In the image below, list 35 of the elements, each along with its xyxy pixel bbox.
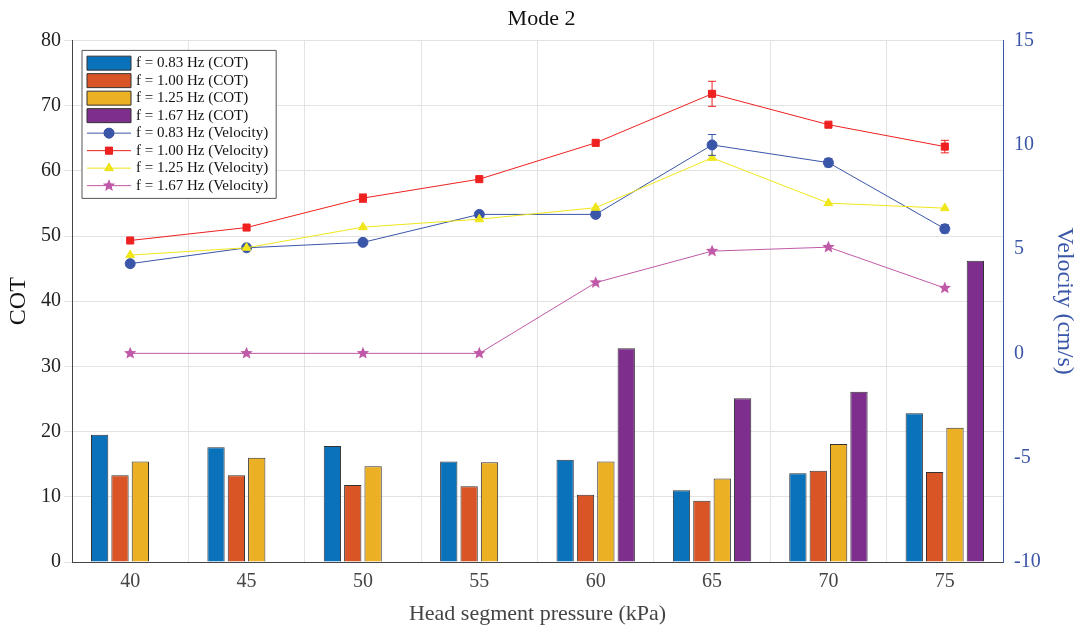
y-tick-label: 60 xyxy=(41,158,61,181)
legend-label: f = 1.25 Hz (COT) xyxy=(136,89,249,107)
x-tick-label: 55 xyxy=(469,569,490,592)
x-tick-label: 60 xyxy=(585,569,606,592)
legend-label: f = 1.25 Hz (Velocity) xyxy=(136,159,269,177)
y-tick-label: 70 xyxy=(41,92,61,115)
legend-label: f = 0.83 Hz (COT) xyxy=(136,54,249,72)
y2-tick-label: 10 xyxy=(1014,131,1034,154)
x-tick-label: 45 xyxy=(236,569,257,592)
y2-tick-label: 0 xyxy=(1014,340,1024,363)
x-tick-label: 50 xyxy=(352,569,373,592)
legend-label: f = 1.67 Hz (Velocity) xyxy=(136,176,269,194)
legend-label: f = 0.83 Hz (Velocity) xyxy=(136,124,269,142)
y2-tick-label: -5 xyxy=(1014,444,1031,467)
x-tick-label: 75 xyxy=(934,569,955,592)
legend-label: f = 1.67 Hz (COT) xyxy=(136,106,249,124)
y-tick-label: 80 xyxy=(41,27,61,50)
y2-tick-label: 15 xyxy=(1014,27,1034,50)
x-axis-title: Head segment pressure (kPa) xyxy=(408,599,667,625)
chart-title: Mode 2 xyxy=(507,4,576,30)
y-tick-label: 10 xyxy=(41,484,61,507)
y2-tick-label: 5 xyxy=(1014,236,1024,259)
x-tick-label: 65 xyxy=(702,569,723,592)
y-axis-title: COT xyxy=(3,276,30,326)
y2-axis-title: Velocity (cm/s) xyxy=(1053,227,1080,375)
legend-label: f = 1.00 Hz (COT) xyxy=(136,71,249,89)
y-tick-label: 50 xyxy=(41,223,61,246)
y-tick-label: 40 xyxy=(41,288,61,311)
y-tick-label: 0 xyxy=(51,549,61,572)
y-tick-label: 30 xyxy=(41,353,61,376)
x-tick-label: 40 xyxy=(120,569,141,592)
x-tick-label: 70 xyxy=(818,569,839,592)
y2-tick-label: -10 xyxy=(1014,549,1041,572)
legend-label: f = 1.00 Hz (Velocity) xyxy=(136,141,269,159)
y-tick-label: 20 xyxy=(41,418,61,441)
